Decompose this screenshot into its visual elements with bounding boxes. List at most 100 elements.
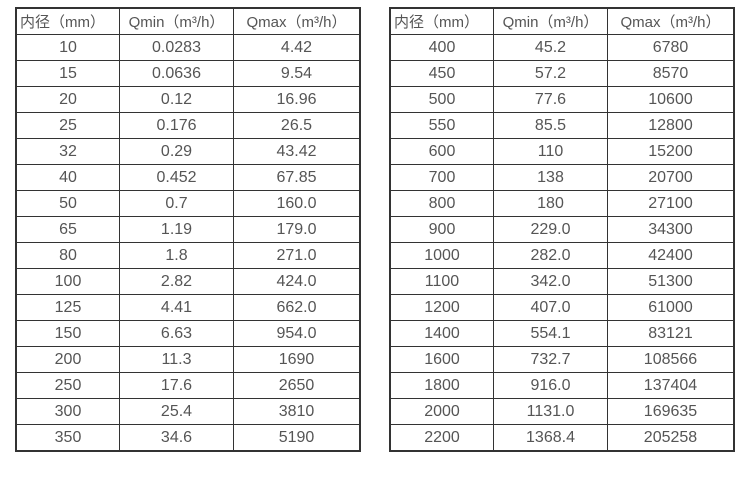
diameter-cell: 100 bbox=[15, 268, 120, 295]
column-header-qmin: Qmin（m³/h） bbox=[493, 7, 608, 35]
table-row: 2200 1368.4 205258 bbox=[389, 424, 735, 452]
table-row: 1400 554.1 83121 bbox=[389, 320, 735, 347]
qmin-cell: 1131.0 bbox=[493, 398, 608, 425]
qmax-cell: 424.0 bbox=[233, 268, 361, 295]
qmax-cell: 67.85 bbox=[233, 164, 361, 191]
diameter-cell: 150 bbox=[15, 320, 120, 347]
qmin-cell: 732.7 bbox=[493, 346, 608, 373]
qmax-cell: 137404 bbox=[607, 372, 735, 399]
qmax-cell: 20700 bbox=[607, 164, 735, 191]
qmax-cell: 662.0 bbox=[233, 294, 361, 321]
qmax-cell: 26.5 bbox=[233, 112, 361, 139]
table-row: 1100 342.0 51300 bbox=[389, 268, 735, 295]
qmax-cell: 6780 bbox=[607, 34, 735, 61]
table-row: 1600 732.7 108566 bbox=[389, 346, 735, 373]
diameter-cell: 300 bbox=[15, 398, 120, 425]
diameter-cell: 1100 bbox=[389, 268, 494, 295]
table-row: 300 25.4 3810 bbox=[15, 398, 361, 425]
qmax-cell: 8570 bbox=[607, 60, 735, 87]
qmin-cell: 57.2 bbox=[493, 60, 608, 87]
column-header-diameter: 内径（mm） bbox=[389, 7, 494, 35]
table-row: 800 180 27100 bbox=[389, 190, 735, 217]
qmax-cell: 108566 bbox=[607, 346, 735, 373]
qmin-cell: 0.452 bbox=[119, 164, 234, 191]
table-row: 20 0.12 16.96 bbox=[15, 86, 361, 113]
qmin-cell: 1.19 bbox=[119, 216, 234, 243]
qmin-cell: 17.6 bbox=[119, 372, 234, 399]
table-row: 350 34.6 5190 bbox=[15, 424, 361, 452]
qmin-cell: 11.3 bbox=[119, 346, 234, 373]
qmax-cell: 179.0 bbox=[233, 216, 361, 243]
diameter-cell: 800 bbox=[389, 190, 494, 217]
qmax-cell: 16.96 bbox=[233, 86, 361, 113]
diameter-cell: 80 bbox=[15, 242, 120, 269]
table-row: 80 1.8 271.0 bbox=[15, 242, 361, 269]
table-row: 900 229.0 34300 bbox=[389, 216, 735, 243]
diameter-cell: 1400 bbox=[389, 320, 494, 347]
qmin-cell: 6.63 bbox=[119, 320, 234, 347]
qmax-cell: 5190 bbox=[233, 424, 361, 452]
qmin-cell: 0.7 bbox=[119, 190, 234, 217]
diameter-cell: 450 bbox=[389, 60, 494, 87]
qmin-cell: 916.0 bbox=[493, 372, 608, 399]
table-row: 25 0.176 26.5 bbox=[15, 112, 361, 139]
qmax-cell: 9.54 bbox=[233, 60, 361, 87]
diameter-cell: 900 bbox=[389, 216, 494, 243]
qmax-cell: 2650 bbox=[233, 372, 361, 399]
table-row: 65 1.19 179.0 bbox=[15, 216, 361, 243]
diameter-cell: 40 bbox=[15, 164, 120, 191]
diameter-cell: 10 bbox=[15, 34, 120, 61]
qmin-cell: 342.0 bbox=[493, 268, 608, 295]
table-row: 50 0.7 160.0 bbox=[15, 190, 361, 217]
qmin-cell: 2.82 bbox=[119, 268, 234, 295]
qmin-cell: 554.1 bbox=[493, 320, 608, 347]
table-row: 500 77.6 10600 bbox=[389, 86, 735, 113]
qmin-cell: 407.0 bbox=[493, 294, 608, 321]
qmax-cell: 51300 bbox=[607, 268, 735, 295]
diameter-cell: 350 bbox=[15, 424, 120, 452]
table-row: 2000 1131.0 169635 bbox=[389, 398, 735, 425]
qmin-cell: 1.8 bbox=[119, 242, 234, 269]
column-header-qmax: Qmax（m³/h） bbox=[233, 7, 361, 35]
qmin-cell: 0.29 bbox=[119, 138, 234, 165]
table-row: 700 138 20700 bbox=[389, 164, 735, 191]
qmin-cell: 0.0636 bbox=[119, 60, 234, 87]
qmax-cell: 27100 bbox=[607, 190, 735, 217]
diameter-cell: 20 bbox=[15, 86, 120, 113]
qmin-cell: 0.0283 bbox=[119, 34, 234, 61]
qmax-cell: 43.42 bbox=[233, 138, 361, 165]
column-header-qmax: Qmax（m³/h） bbox=[607, 7, 735, 35]
diameter-cell: 125 bbox=[15, 294, 120, 321]
qmin-cell: 0.12 bbox=[119, 86, 234, 113]
qmin-cell: 229.0 bbox=[493, 216, 608, 243]
diameter-cell: 200 bbox=[15, 346, 120, 373]
table-row: 600 110 15200 bbox=[389, 138, 735, 165]
diameter-cell: 65 bbox=[15, 216, 120, 243]
diameter-cell: 250 bbox=[15, 372, 120, 399]
qmin-cell: 4.41 bbox=[119, 294, 234, 321]
qmax-cell: 42400 bbox=[607, 242, 735, 269]
diameter-cell: 1600 bbox=[389, 346, 494, 373]
qmin-cell: 25.4 bbox=[119, 398, 234, 425]
qmax-cell: 954.0 bbox=[233, 320, 361, 347]
diameter-cell: 2000 bbox=[389, 398, 494, 425]
qmax-cell: 271.0 bbox=[233, 242, 361, 269]
diameter-cell: 50 bbox=[15, 190, 120, 217]
diameter-cell: 550 bbox=[389, 112, 494, 139]
qmin-cell: 180 bbox=[493, 190, 608, 217]
qmax-cell: 160.0 bbox=[233, 190, 361, 217]
qmax-cell: 205258 bbox=[607, 424, 735, 452]
diameter-cell: 15 bbox=[15, 60, 120, 87]
diameter-cell: 2200 bbox=[389, 424, 494, 452]
qmin-cell: 282.0 bbox=[493, 242, 608, 269]
qmax-cell: 1690 bbox=[233, 346, 361, 373]
column-header-qmin: Qmin（m³/h） bbox=[119, 7, 234, 35]
qmin-cell: 0.176 bbox=[119, 112, 234, 139]
qmin-cell: 45.2 bbox=[493, 34, 608, 61]
diameter-cell: 400 bbox=[389, 34, 494, 61]
header-row: 内径（mm） Qmin（m³/h） Qmax（m³/h） bbox=[15, 7, 361, 35]
qmax-cell: 3810 bbox=[233, 398, 361, 425]
diameter-cell: 700 bbox=[389, 164, 494, 191]
qmax-cell: 61000 bbox=[607, 294, 735, 321]
